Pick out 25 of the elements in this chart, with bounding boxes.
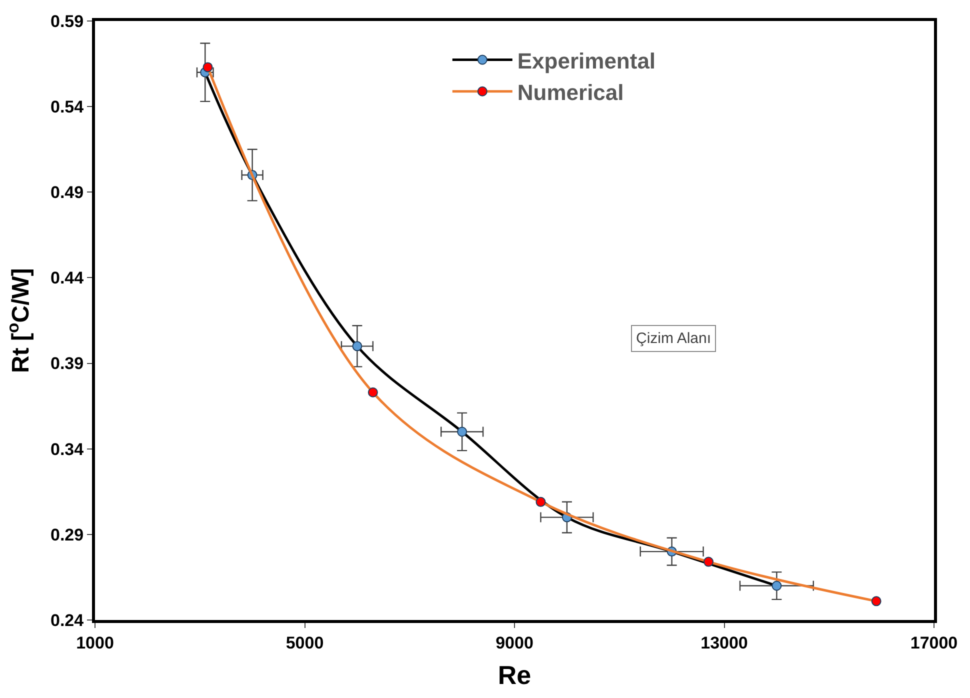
legend-label: Numerical — [517, 80, 624, 105]
x-tick-label: 17000 — [910, 633, 958, 652]
annotation: Çizim Alanı — [636, 330, 712, 347]
x-tick-label: 9000 — [496, 633, 534, 652]
x-tick-label: 5000 — [286, 633, 324, 652]
y-tick-label: 0.44 — [50, 268, 84, 288]
y-tick-label: 0.29 — [50, 525, 84, 544]
x-tick-label: 13000 — [700, 633, 748, 652]
legend-label: Experimental — [517, 48, 656, 74]
x-tick-label: 1000 — [76, 633, 114, 652]
point — [202, 62, 213, 72]
point — [352, 341, 362, 352]
y-tick-label: 0.39 — [50, 354, 84, 374]
y-tick-label: 0.24 — [50, 610, 84, 630]
y-tick-label: 0.49 — [50, 183, 84, 202]
point — [457, 426, 468, 437]
point — [536, 496, 546, 507]
point — [368, 387, 378, 398]
y-tick-label: 0.34 — [50, 440, 84, 459]
x-axis-title: Re — [498, 660, 532, 690]
point — [772, 580, 782, 591]
point — [704, 556, 714, 567]
point — [871, 596, 882, 606]
y-tick-label: 0.59 — [50, 12, 84, 31]
y-tick-label: 0.54 — [50, 98, 84, 117]
